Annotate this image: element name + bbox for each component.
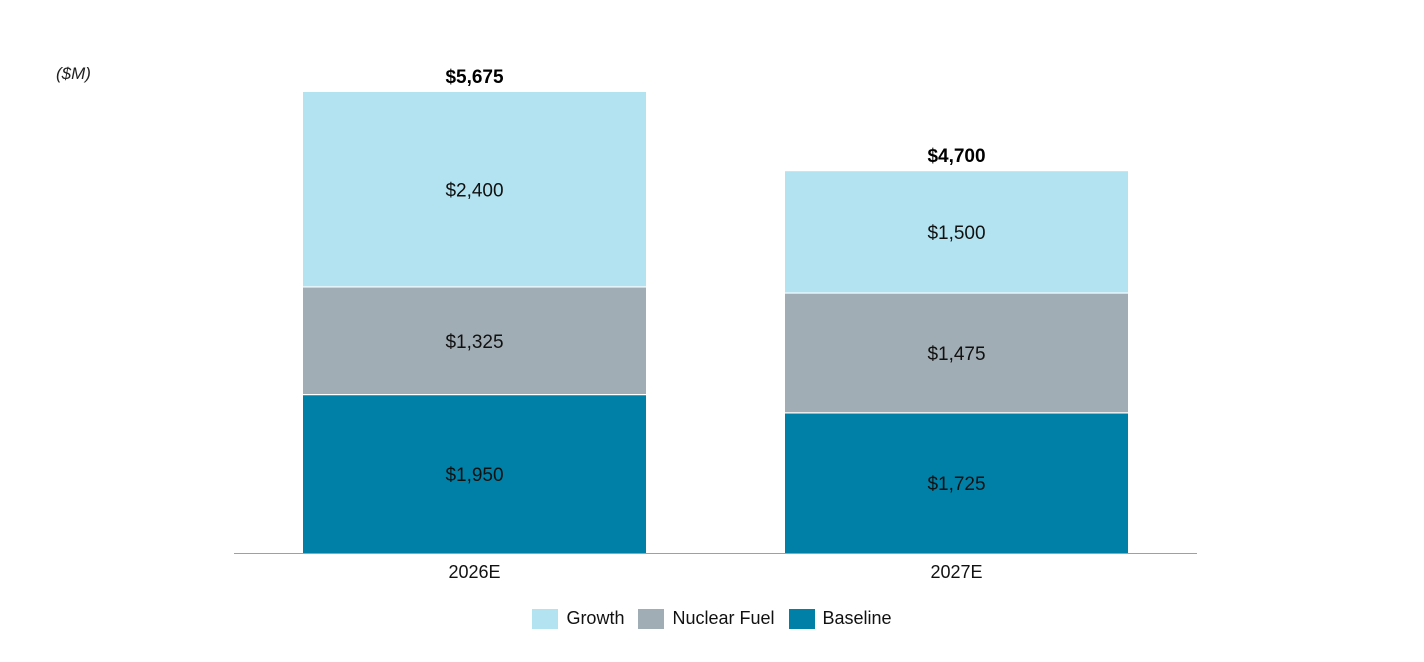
legend-item-baseline: Baseline xyxy=(788,608,892,629)
unit-label: ($M) xyxy=(56,64,91,83)
x-tick-label-2026e: 2026E xyxy=(448,562,500,582)
bar-segment-baseline-2026e xyxy=(303,394,646,553)
bar-segment-nuclear-fuel-2026e xyxy=(303,286,646,395)
total-label-2027e: $4,700 xyxy=(927,146,985,167)
data-label-nuclear-fuel-2026e: $1,325 xyxy=(445,332,503,353)
bar-segment-growth-2026e xyxy=(303,92,646,287)
x-tick-label-2027e: 2027E xyxy=(930,562,982,582)
data-label-baseline-2027e: $1,725 xyxy=(927,474,985,495)
legend-label-baseline: Baseline xyxy=(822,608,892,628)
data-label-nuclear-fuel-2027e: $1,475 xyxy=(927,344,985,365)
data-label-growth-2026e: $2,400 xyxy=(445,180,503,201)
bar-segment-baseline-2027e xyxy=(785,412,1128,553)
bar-segment-nuclear-fuel-2027e xyxy=(785,293,1128,413)
legend-swatch-baseline xyxy=(788,608,815,629)
legend-label-nuclear-fuel: Nuclear Fuel xyxy=(672,608,775,628)
data-label-growth-2027e: $1,500 xyxy=(927,223,985,244)
data-label-baseline-2026e: $1,950 xyxy=(445,465,503,486)
total-label-2026e: $5,675 xyxy=(445,67,504,88)
bar-segment-growth-2027e xyxy=(785,171,1128,294)
legend-item-nuclear-fuel: Nuclear Fuel xyxy=(638,608,775,629)
chart-legend: Growth Nuclear Fuel Baseline xyxy=(0,608,1424,629)
legend-label-growth: Growth xyxy=(566,608,625,628)
legend-item-growth: Growth xyxy=(532,608,624,629)
legend-swatch-growth xyxy=(532,608,559,629)
legend-swatch-nuclear-fuel xyxy=(638,608,665,629)
